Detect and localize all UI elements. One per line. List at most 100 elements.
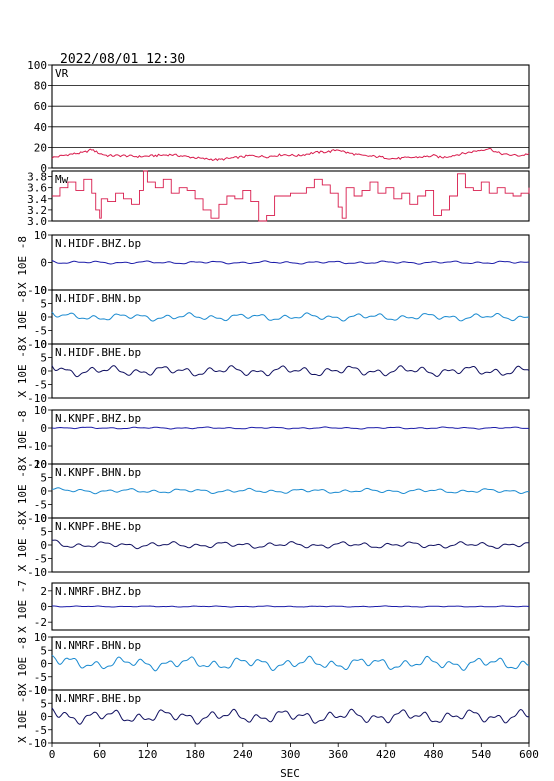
- panel-label: N.HIDF.BHZ.bp: [55, 237, 141, 250]
- series-line-knpf-bhe: [51, 539, 529, 550]
- series-line-hidf-bhn: [51, 311, 530, 322]
- panel-label: N.NMRF.BHE.bp: [55, 692, 141, 705]
- series-line-knpf-bhn: [52, 487, 530, 495]
- y-tick-label: 60: [34, 100, 47, 113]
- y-tick-label: 3.8: [27, 171, 47, 184]
- panel-label: Mw: [55, 173, 69, 186]
- x-tick-label: 540: [471, 748, 491, 761]
- panel-hidf-bhz: -10 0 10 X 10E -8 N.HIDF.BHZ.bp: [16, 229, 530, 297]
- y-tick-label: -10: [27, 684, 47, 697]
- y-tick-label: 3.0: [27, 215, 47, 228]
- y-tick-label: 0: [40, 257, 47, 270]
- y-tick-label: -5: [34, 499, 47, 512]
- series-line-hidf-bhz: [51, 260, 529, 265]
- panel-label: N.KNPF.BHN.bp: [55, 466, 141, 479]
- y-axis-label: X 10E -8: [16, 236, 29, 289]
- y-tick-label: 10: [34, 458, 47, 471]
- y-tick-label: -5: [34, 553, 47, 566]
- y-axis-label: X 10E -8: [16, 411, 29, 464]
- y-tick-label: 5: [40, 352, 47, 365]
- x-tick-label: 60: [93, 748, 106, 761]
- y-tick-label: -2: [34, 616, 47, 629]
- y-tick-label: 0: [40, 539, 47, 552]
- series-line-vr: [51, 147, 530, 162]
- x-axis: 0 60 120 180 240 300 360 420 480 540 600: [49, 743, 539, 761]
- y-tick-label: -10: [27, 284, 47, 297]
- x-tick-label: 600: [519, 748, 539, 761]
- y-axis-label: X 10E -7: [16, 580, 29, 633]
- y-tick-label: 3.6: [27, 182, 47, 195]
- panel-knpf-bhz: -20 -10 0 10 X 10E -8 N.KNPF.BHZ.bp: [16, 404, 530, 471]
- panel-label: VR: [55, 67, 69, 80]
- y-tick-label: 0: [40, 311, 47, 324]
- y-axis-label: X 10E -8: [16, 690, 29, 743]
- y-tick-label: -10: [27, 440, 47, 453]
- series-line-nmrf-bhe: [51, 707, 530, 725]
- y-tick-label: 5: [40, 644, 47, 657]
- x-tick-label: 240: [233, 748, 253, 761]
- series-line-knpf-bhz: [51, 426, 530, 430]
- y-tick-label: 10: [34, 229, 47, 242]
- timestamp: 2022/08/01 12:30: [60, 52, 185, 67]
- y-axis-label: X 10E -8: [16, 345, 29, 398]
- y-tick-label: 10: [34, 631, 47, 644]
- y-tick-label: 0: [40, 658, 47, 671]
- y-tick-label: -10: [27, 512, 47, 525]
- panel-label: N.HIDF.BHE.bp: [55, 346, 141, 359]
- y-tick-label: -20: [27, 458, 47, 471]
- panel-nmrf-bhz: -2 0 2 X 10E -7 N.NMRF.BHZ.bp: [16, 580, 530, 633]
- x-tick-label: 360: [328, 748, 348, 761]
- y-tick-label: 20: [34, 141, 47, 154]
- panel-label: N.KNPF.BHZ.bp: [55, 412, 141, 425]
- y-tick-label: 100: [27, 59, 47, 72]
- y-tick-label: -5: [34, 379, 47, 392]
- y-axis-label: X 10E -8: [16, 519, 29, 572]
- y-tick-label: 10: [34, 284, 47, 297]
- y-tick-label: 80: [34, 80, 47, 93]
- y-tick-label: -5: [34, 724, 47, 737]
- y-tick-label: -10: [27, 566, 47, 579]
- y-tick-label: 0: [40, 485, 47, 498]
- y-tick-label: 2: [40, 585, 47, 598]
- series-line-nmrf-bhn: [51, 654, 530, 672]
- x-tick-label: 300: [281, 748, 301, 761]
- series-line-nmrf-bhz: [51, 605, 530, 608]
- y-tick-label: -10: [27, 338, 47, 351]
- y-tick-label: 10: [34, 684, 47, 697]
- y-tick-label: 40: [34, 121, 47, 134]
- y-axis-label: X 10E -8: [16, 637, 29, 690]
- y-tick-label: 10: [34, 404, 47, 417]
- panel-label: N.NMRF.BHN.bp: [55, 639, 141, 652]
- panel-vr: 0 20 40 60 80 100 VR: [27, 59, 530, 175]
- y-tick-label: 0: [40, 162, 47, 175]
- y-tick-label: -5: [34, 671, 47, 684]
- panel-label: N.KNPF.BHE.bp: [55, 520, 141, 533]
- y-tick-label: 3.2: [27, 204, 47, 217]
- x-axis-label: SEC: [280, 767, 300, 780]
- y-axis-label: X 10E -8: [16, 465, 29, 518]
- y-tick-label: 10: [34, 338, 47, 351]
- y-tick-label: 5: [40, 472, 47, 485]
- y-tick-label: 0: [40, 601, 47, 614]
- series-line-hidf-bhe: [51, 365, 530, 378]
- y-tick-label: -5: [34, 325, 47, 338]
- x-tick-label: 420: [376, 748, 396, 761]
- panel-label: N.HIDF.BHN.bp: [55, 292, 141, 305]
- y-tick-label: 10: [34, 512, 47, 525]
- y-tick-label: 0: [40, 422, 47, 435]
- x-tick-label: 120: [137, 748, 157, 761]
- y-tick-label: 0: [40, 711, 47, 724]
- panel-label: N.NMRF.BHZ.bp: [55, 585, 141, 598]
- x-tick-label: 180: [185, 748, 205, 761]
- y-tick-label: 5: [40, 298, 47, 311]
- y-tick-label: -10: [27, 737, 47, 750]
- y-tick-label: 5: [40, 526, 47, 539]
- y-axis-label: X 10E -8: [16, 291, 29, 344]
